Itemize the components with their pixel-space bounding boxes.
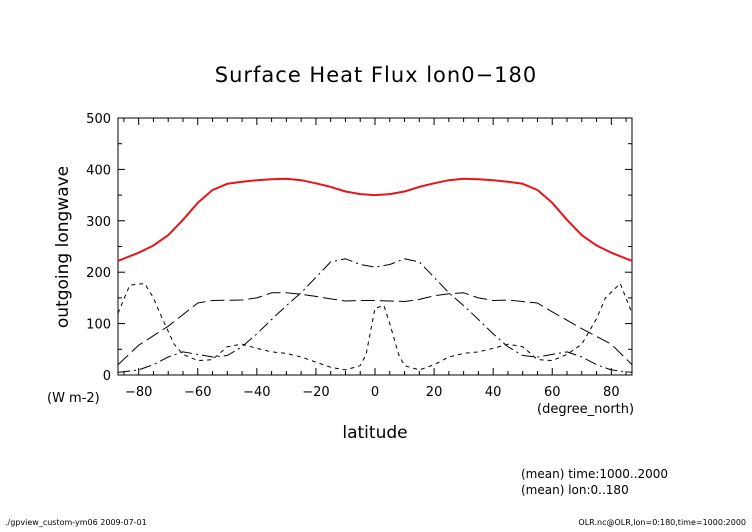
series-line-4 [117,283,633,371]
series-line-1 [117,177,633,262]
x-tick-label: 0 [371,385,379,400]
y-axis-label: outgoing longwave [53,166,73,328]
chart-title: Surface Heat Flux lon0−180 [215,63,538,87]
y-tick-label: 0 [103,369,111,384]
y-tick-label: 400 [86,163,111,178]
x-tick-label: 40 [485,385,502,400]
x-axis-ticks: −80 −60 −40 −20 0 20 40 60 80 [123,118,627,400]
series-line-3 [117,258,633,373]
x-axis-label: latitude [342,423,407,443]
y-axis-unit: (W m-2) [47,391,100,406]
y-tick-label: 300 [86,215,111,230]
x-tick-label: 20 [426,385,443,400]
mean-time-note: (mean) time:1000..2000 [521,467,668,481]
series-line-2 [117,292,633,366]
footer-left-text: ./gpview_custom-ym06 2009-07-01 [5,518,147,527]
y-axis-ticks: 0 100 200 300 400 500 [86,112,632,384]
x-tick-label: 80 [603,385,620,400]
plot-frame [117,117,633,376]
x-tick-label: −60 [184,385,211,400]
plot-area: −80 −60 −40 −20 0 20 40 60 80 0 100 200 300 400 500 [86,112,633,400]
mean-lon-note: (mean) lon:0..180 [521,483,629,497]
x-tick-label: 60 [544,385,561,400]
series-layer [117,177,633,373]
x-axis-unit: (degree_north) [537,402,634,417]
y-tick-label: 500 [86,112,111,127]
y-tick-label: 200 [86,266,111,281]
x-tick-label: −20 [302,385,329,400]
y-tick-label: 100 [86,318,111,333]
footer-right-text: OLR.nc@OLR,lon=0:180,time=1000:2000 [578,518,746,527]
x-tick-label: −80 [125,385,152,400]
x-tick-label: −40 [243,385,270,400]
